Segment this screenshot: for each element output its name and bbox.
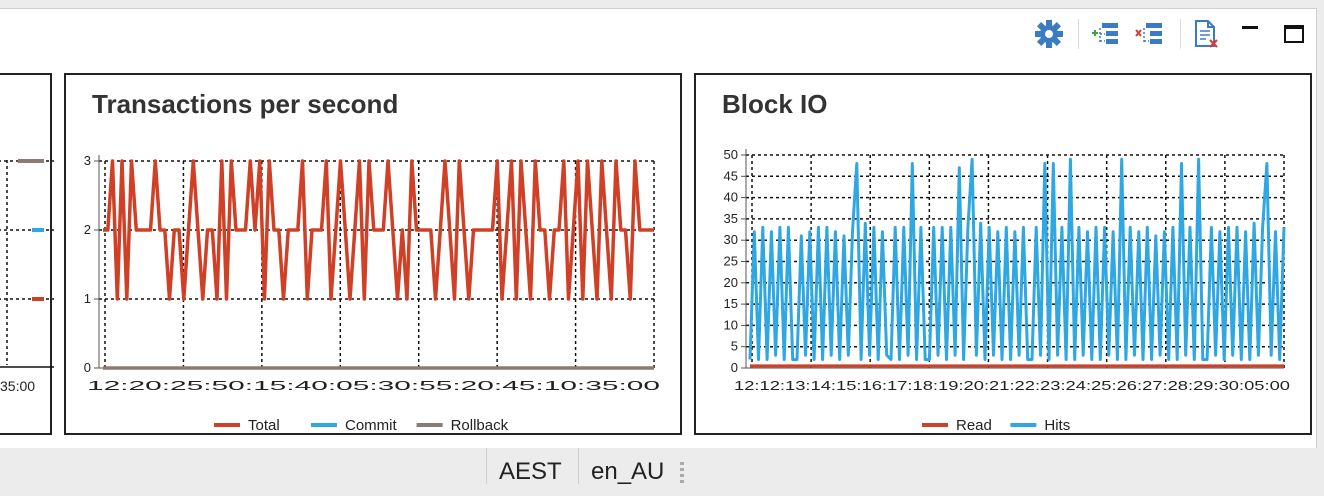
chart-title: Transactions per second — [92, 89, 399, 119]
x-tick-labels: 12:12:13:14:15:16:17:18:19:20:21:22:23:2… — [734, 378, 1290, 393]
y-tick-label: 2 — [84, 222, 91, 237]
legend-label-hits: Hits — [1044, 417, 1070, 434]
y-tick-label: 45 — [724, 168, 738, 183]
legend-label-read: Read — [956, 417, 992, 434]
y-tick-label: 25 — [724, 254, 738, 269]
chart-title: Block IO — [722, 89, 828, 119]
y-tick-label: 1 — [84, 291, 91, 306]
chart-panel-partial: 35:00 — [0, 73, 54, 435]
locale-status: en_AU — [578, 448, 688, 485]
x-tick-label: 35:00 — [0, 378, 35, 394]
status-bar-grip[interactable] — [680, 462, 684, 484]
y-tick-label: 15 — [724, 296, 738, 311]
status-bar: AEST en_AU — [0, 448, 1324, 485]
gear-icon[interactable] — [1034, 19, 1064, 49]
y-tick-label: 0 — [731, 360, 738, 375]
y-tick-label: 50 — [724, 147, 738, 162]
chart-panel-block-io: Block IO 0 5 10 15 20 25 30 35 40 45 50 12:12:13:14… — [694, 73, 1312, 435]
series-line-hits — [748, 157, 1286, 361]
transactions-chart: 0 1 2 3 12:20:25:50:15:40:05:30:55:20:45:10:… — [84, 153, 660, 434]
timezone-status: AEST — [486, 448, 576, 485]
block-io-chart: 0 5 10 15 20 25 30 35 40 45 50 12:12:13:14:15:16:17… — [724, 147, 1290, 434]
top-strip — [0, 0, 1324, 8]
y-tick-label: 30 — [724, 232, 738, 247]
x-tick-labels: 12:20:25:50:15:40:05:30:55:20:45:10:35:0… — [87, 378, 660, 393]
legend-label-commit: Commit — [345, 417, 397, 434]
y-tick-label: 3 — [84, 153, 91, 168]
series-line-total — [103, 159, 654, 301]
add-tree-icon[interactable] — [1090, 19, 1120, 49]
dashboard-view: 35:00 Transactions per second 0 1 2 3 12:20:… — [0, 8, 1317, 450]
y-tick-label: 35 — [724, 211, 738, 226]
clear-document-icon[interactable] — [1192, 19, 1222, 49]
toolbar-separator — [1180, 19, 1181, 49]
remove-tree-icon[interactable] — [1134, 19, 1164, 49]
partial-chart-svg: 35:00 — [0, 159, 54, 394]
toolbar-separator — [1078, 19, 1079, 49]
legend-label-total: Total — [248, 417, 280, 434]
y-tick-label: 0 — [84, 360, 91, 375]
y-tick-label: 40 — [724, 190, 738, 205]
y-tick-label: 10 — [724, 317, 738, 332]
y-tick-label: 5 — [731, 339, 738, 354]
legend-label-rollback: Rollback — [451, 417, 509, 434]
chart-panel-transactions: Transactions per second 0 1 2 3 12:20:25:50:… — [64, 73, 682, 435]
y-tick-label: 20 — [724, 275, 738, 290]
dashboard-toolbar — [0, 9, 1316, 61]
maximize-icon[interactable] — [1280, 19, 1310, 49]
minimize-icon[interactable] — [1238, 19, 1268, 49]
